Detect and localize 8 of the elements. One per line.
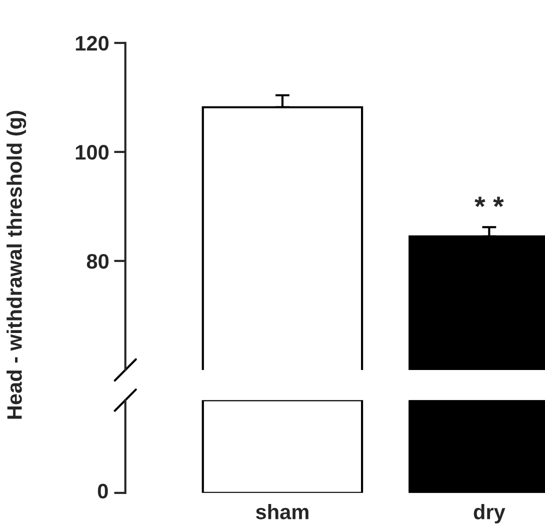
x-tick-label: dry [474,504,506,524]
y-tick-label: 120 [76,36,109,51]
y-tick-label: 100 [76,144,109,160]
y-axis-title: Head - withdrawal threshold (g) [6,110,26,419]
text: 0 [98,484,108,498]
annotation: * * [474,196,504,208]
x-tick-label: sham [256,504,308,520]
y-tick-label: 80 [86,254,109,269]
